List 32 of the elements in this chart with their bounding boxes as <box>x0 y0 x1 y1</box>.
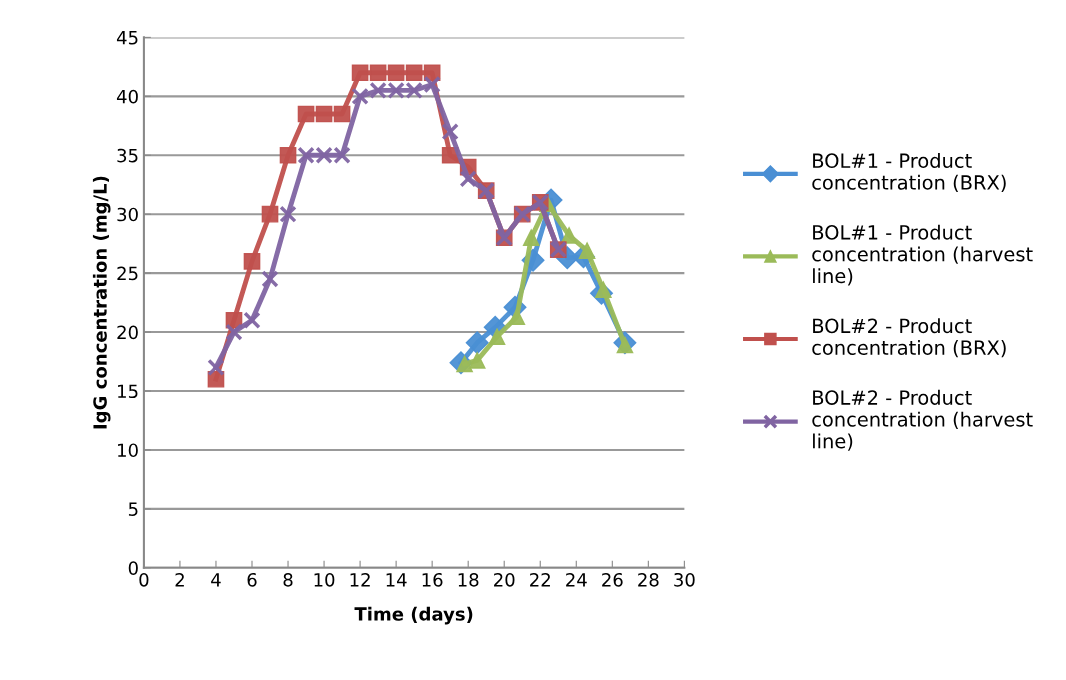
y-tick-label: 45 <box>116 31 138 45</box>
legend-label: BOL#2 - Product concentration (BRX) <box>812 318 1006 358</box>
x-tick-label: 16 <box>422 572 443 587</box>
x-tick-label: 10 <box>314 572 335 587</box>
x-tick-label: 22 <box>530 572 550 587</box>
y-tick-label: 10 <box>118 443 138 458</box>
y-tick-label: 30 <box>117 207 138 222</box>
y-tick-label: 5 <box>128 502 138 516</box>
y-tick-label: 25 <box>117 266 138 281</box>
x-axis-title: Time (days) <box>354 606 473 625</box>
x-tick-label: 20 <box>494 572 515 587</box>
y-tick-label: 35 <box>117 148 138 163</box>
x-tick-label: 26 <box>602 572 623 587</box>
x-tick-label: 0 <box>139 572 149 587</box>
y-tick-label: 40 <box>116 89 138 104</box>
x-tick-label: 6 <box>247 572 257 587</box>
x-tick-label: 2 <box>175 572 184 587</box>
legend-label: BOL#1 - Product concentration (BRX) <box>812 152 1006 193</box>
x-tick-label: 12 <box>350 572 370 587</box>
x-tick-label: 18 <box>458 572 479 587</box>
y-tick-label: 0 <box>128 561 138 575</box>
x-tick-label: 28 <box>638 572 659 587</box>
legend-label: BOL#2 - Product concentration (harvest line) <box>812 389 1033 451</box>
legend-label: BOL#1 - Product concentration (harvest line) <box>812 224 1033 286</box>
y-tick-label: 15 <box>118 384 138 399</box>
y-tick-label: 20 <box>117 325 138 340</box>
x-tick-label: 4 <box>211 573 221 587</box>
y-axis-title: IgG concentration (mg/L) <box>92 176 111 429</box>
x-tick-label: 8 <box>283 572 293 587</box>
x-tick-label: 14 <box>386 573 407 587</box>
x-tick-label: 30 <box>674 572 695 587</box>
x-tick-label: 24 <box>566 572 587 587</box>
